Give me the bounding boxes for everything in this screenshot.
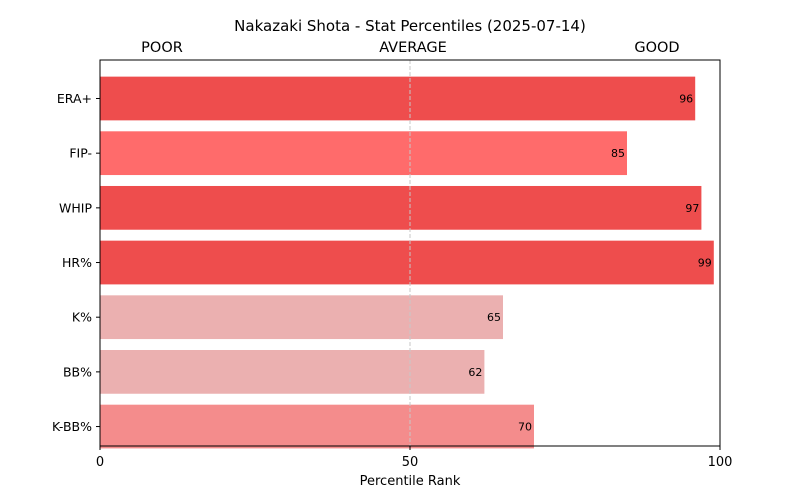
y-tick-label: K% (72, 310, 92, 325)
zone-label-average: AVERAGE (379, 40, 447, 56)
y-axis: ERA+ FIP- WHIP HR% K% BB% K-BB% (52, 91, 100, 434)
x-tick-label: 50 (402, 455, 419, 470)
bar-value-label: 97 (685, 202, 699, 215)
zone-label-poor: POOR (141, 40, 183, 56)
bar-bb- (100, 350, 485, 394)
y-tick-label: ERA+ (57, 91, 92, 106)
bar-value-label: 70 (518, 421, 532, 434)
bar-hr- (100, 240, 714, 285)
bar-fip- (100, 131, 627, 176)
bar-whip (100, 185, 702, 230)
y-tick-label: K-BB% (52, 419, 92, 434)
data-label-group: 96 85 97 99 65 62 70 (468, 93, 711, 434)
bar-k- (100, 295, 503, 340)
y-tick-label: FIP- (69, 146, 92, 161)
x-tick-label: 0 (96, 455, 104, 470)
x-tick-label: 100 (708, 455, 733, 470)
zone-label-good: GOOD (634, 40, 679, 56)
x-axis: 0 50 100 (96, 446, 733, 470)
bar-value-label: 96 (679, 93, 693, 106)
y-tick-label: BB% (63, 364, 92, 379)
bar-value-label: 65 (487, 311, 501, 324)
bar-value-label: 85 (611, 147, 625, 160)
bar-era- (100, 76, 696, 121)
chart-title: Nakazaki Shota - Stat Percentiles (2025-… (234, 17, 586, 35)
bar-k-bb- (100, 404, 534, 449)
bar-value-label: 99 (698, 257, 712, 270)
y-tick-label: HR% (62, 255, 92, 270)
x-axis-label: Percentile Rank (360, 474, 461, 489)
y-tick-label: WHIP (59, 200, 92, 215)
bar-group (100, 76, 714, 449)
bar-value-label: 62 (468, 366, 482, 379)
